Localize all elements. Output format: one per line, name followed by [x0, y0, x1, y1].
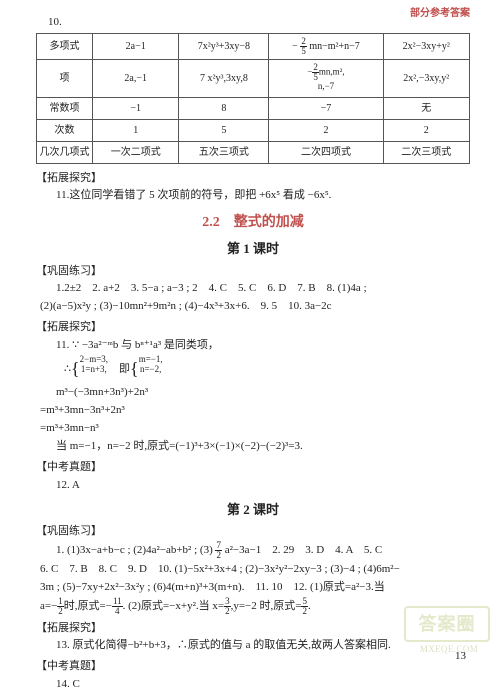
expand-label: 【拓展探究】	[36, 620, 470, 637]
table-cell: 7x²y³+3xy−8	[179, 33, 269, 59]
table-cell: 项	[37, 59, 93, 97]
table-cell: 1	[93, 119, 179, 141]
expand-line: ∴{2−m=3,1=n+3, 即{m=−1,n=−2,	[64, 355, 470, 383]
table-cell: 无	[383, 97, 469, 119]
table-cell: 多项式	[37, 33, 93, 59]
table-cell: 8	[179, 97, 269, 119]
table-cell: 二次三项式	[383, 141, 469, 163]
table-cell: 一次二项式	[93, 141, 179, 163]
page-number: 13	[455, 648, 466, 665]
header-right: 部分参考答案	[410, 6, 470, 21]
expand-label: 【拓展探究】	[36, 170, 470, 187]
consolidate-label: 【巩固练习】	[36, 523, 470, 540]
table-cell: 五次三项式	[179, 141, 269, 163]
table-cell: 次数	[37, 119, 93, 141]
consolidate-line: a=−12时,原式=−114. (2)原式=−x+y².当 x=32,y=−2 …	[40, 597, 470, 616]
zk-label: 【中考真题】	[36, 658, 470, 675]
table-cell: 2	[269, 119, 383, 141]
lesson-2-title: 第 2 课时	[36, 500, 470, 520]
table-cell: 常数项	[37, 97, 93, 119]
table-cell: −25mn,m²,n,−7	[269, 59, 383, 97]
consolidate-line: 1.2±2 2. a+2 3. 5−a ; a−3 ; 2 4. C 5. C …	[56, 280, 470, 297]
table-cell: − 25 mn−m²+n−7	[269, 33, 383, 59]
zk-line: 12. A	[56, 477, 470, 494]
table-cell: −1	[93, 97, 179, 119]
expand-line: =m³+3mn−3n³+2n³	[40, 402, 470, 419]
expand-line: =m³+3mn−n³	[40, 420, 470, 437]
consolidate-line: 6. C 7. B 8. C 9. D 10. (1)−5x²+3x+4 ; (…	[40, 561, 470, 578]
expand-line: 13. 原式化简得−b²+b+3，∴原式的值与 a 的取值无关,故两人答案相同.	[56, 637, 470, 654]
table-cell: 2a,−1	[93, 59, 179, 97]
expand-label: 【拓展探究】	[36, 319, 470, 336]
question-10-number: 10.	[48, 14, 470, 31]
expand-line: 11.这位同学看错了 5 次项前的符号，即把 +6x⁵ 看成 −6x⁵.	[56, 187, 470, 204]
table-cell: 二次四项式	[269, 141, 383, 163]
consolidate-line: 1. (1)3x−a+b−c ; (2)4a²−ab+b² ; (3) 72 a…	[56, 541, 470, 560]
table-cell: 7 x²y³,3xy,8	[179, 59, 269, 97]
table-cell: 几次几项式	[37, 141, 93, 163]
section-title: 2.2 整式的加减	[36, 212, 470, 233]
table-cell: −7	[269, 97, 383, 119]
zk-label: 【中考真题】	[36, 459, 470, 476]
expand-line: 11. ∵ −3a²⁻ᵐb 与 bⁿ⁺¹a³ 是同类项，	[56, 337, 470, 354]
lesson-1-title: 第 1 课时	[36, 239, 470, 259]
table-cell: 2	[383, 119, 469, 141]
expand-line: 当 m=−1，n=−2 时,原式=(−1)³+3×(−1)×(−2)−(−2)³…	[56, 438, 470, 455]
expand-line: m³−(−3mn+3n³)+2n³	[56, 384, 470, 401]
consolidate-line: 3m ; (5)−7xy+2x²−3x²y ; (6)4(m+n)³+3(m+n…	[40, 579, 470, 596]
table-cell: 2a−1	[93, 33, 179, 59]
polynomial-table: 多项式 2a−1 7x²y³+3xy−8 − 25 mn−m²+n−7 2x²−…	[36, 33, 470, 164]
table-cell: 2x²,−3xy,y²	[383, 59, 469, 97]
table-cell: 5	[179, 119, 269, 141]
consolidate-line: (2)(a−5)x²y ; (3)−10mn²+9m²n ; (4)−4x³+3…	[40, 298, 470, 315]
consolidate-label: 【巩固练习】	[36, 263, 470, 280]
zk-line: 14. C	[56, 676, 470, 693]
table-cell: 2x²−3xy+y²	[383, 33, 469, 59]
